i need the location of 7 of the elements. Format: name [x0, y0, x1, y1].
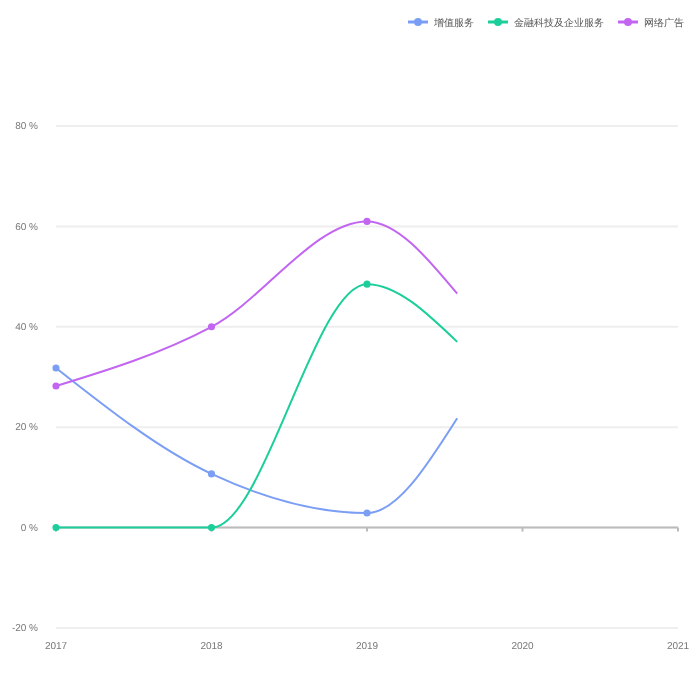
point [52, 382, 60, 390]
point [207, 323, 216, 331]
point [363, 280, 371, 288]
point [363, 509, 371, 517]
point [207, 470, 216, 478]
point [363, 217, 371, 225]
point [52, 364, 60, 372]
